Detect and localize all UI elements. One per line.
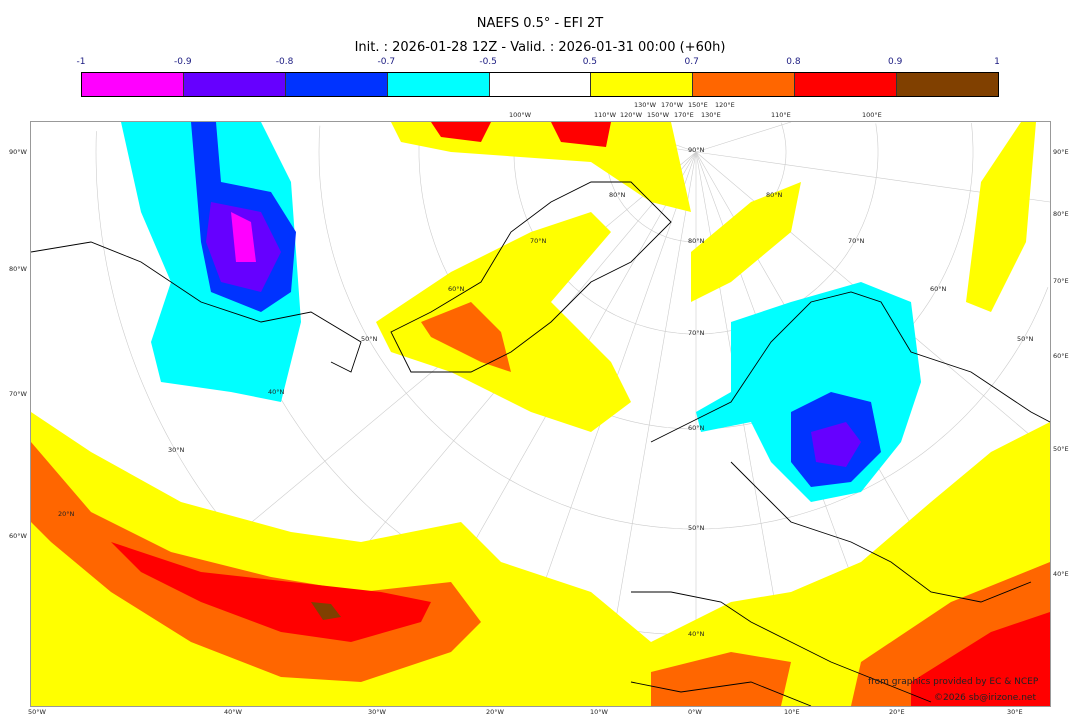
- latitude-circle: [418, 122, 974, 430]
- coordinate-label: 90°N: [688, 146, 705, 154]
- colorbar: [81, 72, 999, 97]
- warm-anomaly-atlantic-red: [111, 542, 431, 642]
- coordinate-label: 20°W: [486, 708, 504, 716]
- map-subtitle: Init. : 2026-01-28 12Z - Valid. : 2026-0…: [354, 40, 726, 55]
- coordinate-label: 60°N: [448, 285, 465, 293]
- map-svg: [31, 122, 1050, 706]
- coordinate-label: 80°N: [688, 237, 705, 245]
- coordinate-label: 40°W: [224, 708, 242, 716]
- latitude-circle: [971, 122, 974, 152]
- coordinate-label: 30°W: [368, 708, 386, 716]
- warm-anomaly-russia-yellow: [966, 122, 1036, 312]
- coordinate-label: 110°W: [594, 111, 617, 119]
- coordinate-label: 70°N: [688, 329, 705, 337]
- coordinate-label: 70°E: [1053, 277, 1069, 285]
- coordinate-label: 120°E: [715, 101, 735, 109]
- coordinate-label: 20°E: [889, 708, 905, 716]
- coordinate-label: 120°W: [620, 111, 643, 119]
- colorbar-segment: [285, 73, 388, 96]
- colorbar-tick-label: -1: [76, 57, 86, 67]
- coordinate-label: 70°W: [9, 390, 27, 398]
- coordinate-label: 80°N: [609, 191, 626, 199]
- coordinate-label: 70°N: [848, 237, 865, 245]
- coordinate-label: 90°E: [1053, 148, 1069, 156]
- coordinate-label: 90°W: [9, 148, 27, 156]
- colorbar-segment: [387, 73, 490, 96]
- coordinate-label: 150°W: [647, 111, 670, 119]
- colorbar-tick-label: 1: [994, 57, 1000, 67]
- colorbar-tick-label: 0.9: [888, 57, 903, 67]
- coordinate-label: 130°W: [634, 101, 657, 109]
- coordinate-label: 60°E: [1053, 352, 1069, 360]
- colorbar-tick-label: -0.9: [173, 57, 192, 67]
- coordinate-label: 130°E: [701, 111, 721, 119]
- colorbar-tick-label: 0.5: [582, 57, 598, 67]
- cold-anomaly-canada-magenta: [231, 212, 256, 262]
- coordinate-label: 10°W: [590, 708, 608, 716]
- colorbar-segment: [591, 73, 694, 96]
- colorbar-tick-label: 0.8: [786, 57, 801, 67]
- map-area: [30, 121, 1051, 707]
- coordinate-label: 100°E: [862, 111, 882, 119]
- latitude-circle: [780, 122, 787, 152]
- coordinate-label: 0°W: [688, 708, 702, 716]
- coordinate-label: 20°N: [58, 510, 75, 518]
- colorbar-segment: [183, 73, 286, 96]
- coordinate-label: 60°W: [9, 532, 27, 540]
- coordinate-label: 50°N: [1017, 335, 1034, 343]
- warm-anomaly-scandinavia-yellow: [691, 182, 801, 302]
- coordinate-label: 170°E: [674, 111, 694, 119]
- warm-anomaly-greenland-orange: [421, 302, 511, 372]
- warm-anomaly-iberia-orange: [651, 652, 791, 706]
- colorbar-segment: [795, 73, 898, 96]
- coastlines: [31, 181, 1050, 706]
- latitude-circle: [875, 123, 879, 152]
- copyright-credit: ©2026 sb@irizone.net: [934, 693, 1036, 703]
- colorbar-tick-label: -0.7: [377, 57, 396, 67]
- colorbar-segment: [693, 73, 796, 96]
- colorbar-segment: [82, 73, 184, 96]
- coordinate-label: 40°E: [1053, 570, 1069, 578]
- colorbar-segment: [897, 73, 999, 96]
- warm-anomaly-atlantic-brown: [311, 602, 341, 620]
- efi-field: [31, 122, 1050, 706]
- colorbar-tick-label: 0.7: [684, 57, 699, 67]
- coordinate-label: 70°N: [530, 237, 547, 245]
- coordinate-label: 10°E: [784, 708, 800, 716]
- warm-anomaly-arctic-yellow: [391, 122, 691, 212]
- coordinate-label: 50°N: [688, 524, 705, 532]
- latitude-circle: [513, 123, 879, 335]
- colorbar-segment: [489, 73, 592, 96]
- coordinate-label: 40°N: [268, 388, 285, 396]
- colorbar-tick-label: -0.8: [275, 57, 294, 67]
- cold-anomaly-europe-purple: [811, 422, 861, 467]
- coordinate-label: 80°E: [1053, 210, 1069, 218]
- warm-anomaly-greenland-yellow: [376, 212, 631, 432]
- coordinate-label: 60°N: [688, 424, 705, 432]
- coordinate-label: 30°N: [168, 446, 185, 454]
- warm-anomaly-arctic-red: [431, 122, 611, 147]
- coordinate-label: 80°W: [9, 265, 27, 273]
- coordinate-label: 150°E: [688, 101, 708, 109]
- warm-anomaly-eastmed-red: [911, 612, 1050, 706]
- coordinate-label: 60°N: [930, 285, 947, 293]
- coordinate-label: 50°E: [1053, 445, 1069, 453]
- coordinate-label: 100°W: [509, 111, 532, 119]
- coordinate-label: 80°N: [766, 191, 783, 199]
- coordinate-label: 50°W: [28, 708, 46, 716]
- map-title: NAEFS 0.5° - EFI 2T: [476, 16, 604, 31]
- coordinate-label: 110°E: [771, 111, 791, 119]
- coordinate-label: 30°E: [1007, 708, 1023, 716]
- source-credit: from graphics provided by EC & NCEP: [868, 677, 1039, 687]
- colorbar-tick-label: -0.5: [479, 57, 497, 67]
- coordinate-label: 40°N: [688, 630, 705, 638]
- coordinate-label: 50°N: [361, 335, 378, 343]
- coordinate-label: 170°W: [661, 101, 684, 109]
- latitude-circle: [318, 125, 1049, 530]
